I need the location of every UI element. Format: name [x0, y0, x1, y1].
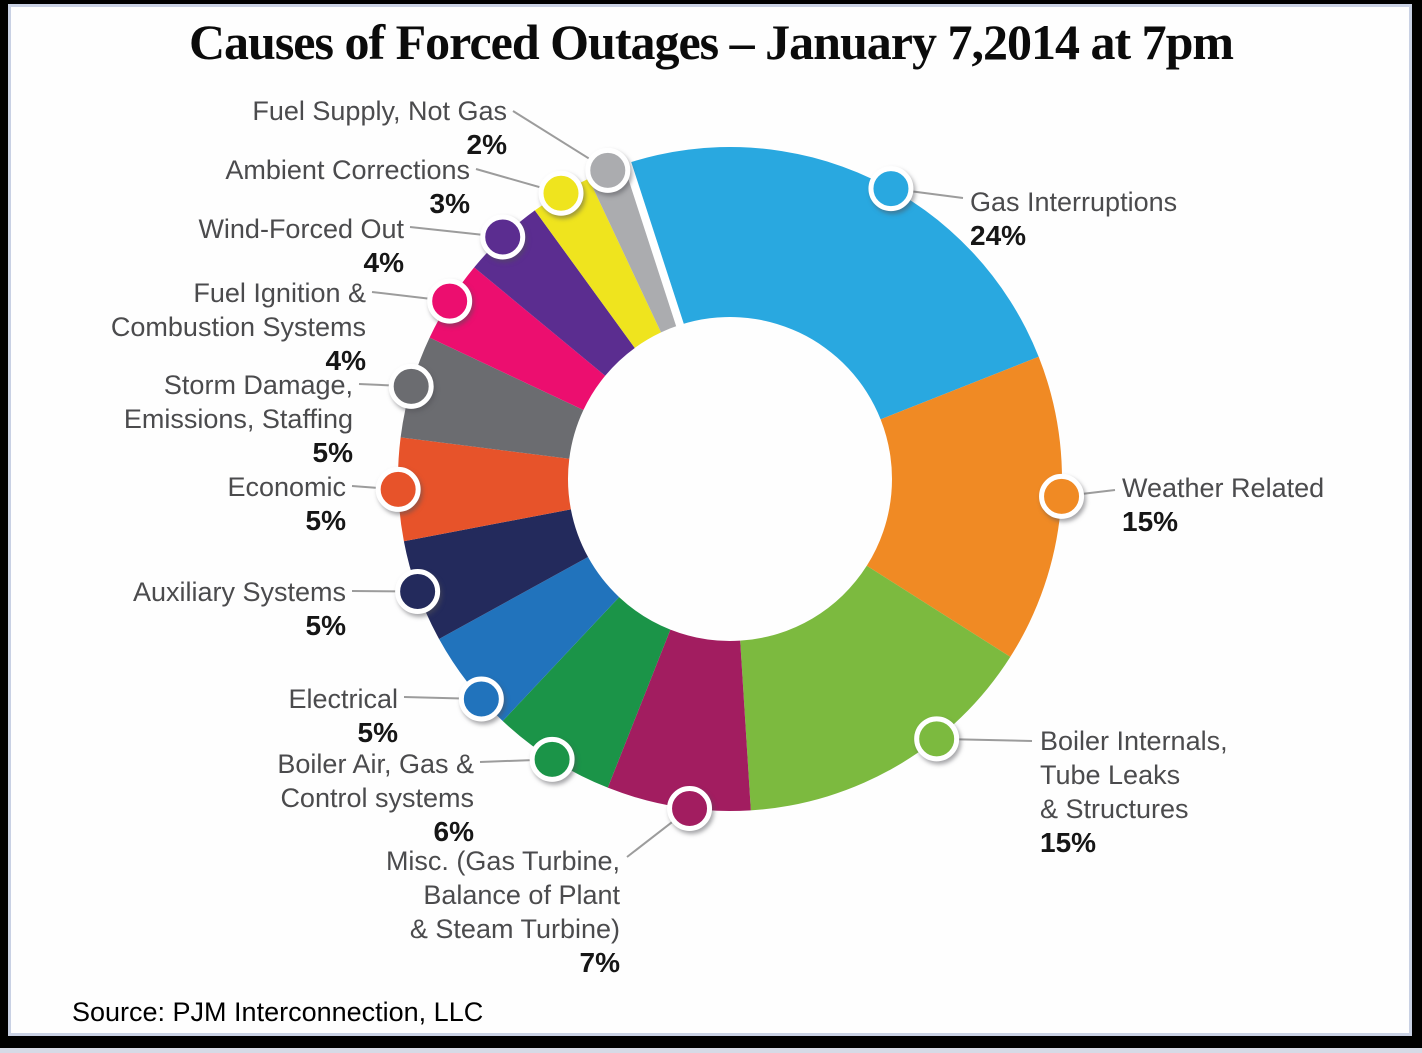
segment-marker-auxiliary-systems: [395, 568, 441, 614]
pie-slice-ambient-corrections: [534, 178, 662, 348]
segment-label-line: Fuel Ignition &: [193, 278, 366, 308]
segment-pct: 5%: [312, 437, 353, 468]
segment-label-line: Economic: [227, 472, 346, 502]
pie-slice-economic: [397, 437, 571, 542]
segment-pct: 6%: [433, 816, 474, 847]
pie-slice-fuel-ignition: [429, 267, 606, 411]
pie-slice-weather-related: [866, 356, 1063, 657]
segment-label-line: Control systems: [280, 783, 474, 813]
segment-pct: 4%: [325, 345, 366, 376]
segment-label-fuel-ignition: Fuel Ignition & Combustion Systems 4%: [111, 276, 366, 378]
segment-pct: 2%: [466, 129, 507, 160]
segment-marker-weather-related: [1039, 473, 1085, 519]
chart-title: Causes of Forced Outages – January 7,201…: [188, 14, 1234, 70]
segment-label-line: Ambient Corrections: [225, 155, 470, 185]
segment-label-line: Fuel Supply, Not Gas: [252, 96, 507, 126]
segment-label-fuel-supply-not-gas: Fuel Supply, Not Gas 2%: [252, 94, 507, 162]
segment-label-line: Combustion Systems: [110, 312, 366, 342]
segment-pct: 5%: [305, 505, 346, 536]
segment-marker-gas-interruptions: [868, 166, 914, 212]
segment-label-storm-damage: Storm Damage, Emissions, Staffing 5%: [124, 368, 353, 470]
segment-label-line: Weather Related: [1122, 473, 1325, 503]
segment-pct: 24%: [970, 220, 1027, 251]
segment-marker-storm-damage: [388, 363, 434, 409]
segment-pct: 5%: [357, 717, 398, 748]
segment-label-line: Boiler Air, Gas &: [277, 749, 474, 779]
pie-slice-gas-interruptions: [627, 146, 1039, 420]
segment-marker-misc-gas-turbine: [667, 786, 713, 832]
segment-label-line: Electrical: [288, 684, 398, 714]
segment-pct: 7%: [579, 947, 620, 978]
segment-marker-ambient-corrections: [538, 170, 584, 216]
segment-marker-wind-forced-out: [480, 214, 526, 260]
pie-slice-misc-gas-turbine: [607, 629, 751, 811]
segment-label-auxiliary-systems: Auxiliary Systems 5%: [133, 575, 346, 643]
segment-pct: 15%: [1040, 827, 1097, 858]
segment-label-line: Auxiliary Systems: [132, 577, 346, 607]
segment-label-line: Tube Leaks: [1040, 760, 1181, 790]
segment-label-weather-related: Weather Related 15%: [1122, 471, 1324, 539]
segment-label-economic: Economic 5%: [227, 470, 346, 538]
segment-label-ambient-corrections: Ambient Corrections 3%: [225, 153, 470, 221]
pie-slice-storm-damage: [400, 337, 584, 459]
segment-marker-fuel-ignition: [427, 278, 473, 324]
segment-label-line: Emissions, Staffing: [123, 404, 353, 434]
pie-slice-boiler-internals: [740, 565, 1011, 811]
segment-label-misc-gas-turbine: Misc. (Gas Turbine, Balance of Plant & Ste…: [386, 844, 620, 980]
segment-pct: 15%: [1122, 506, 1179, 537]
segment-label-wind-forced-out: Wind-Forced Out 4%: [198, 212, 404, 280]
segment-label-line: Wind-Forced Out: [198, 214, 404, 244]
segment-label-line: Balance of Plant: [423, 880, 620, 910]
segment-label-boiler-internals: Boiler Internals, Tube Leaks & Structures 1…: [1040, 724, 1228, 860]
segment-label-line: & Steam Turbine): [409, 914, 620, 944]
segment-label-line: & Structures: [1040, 794, 1189, 824]
segment-pct: 4%: [363, 247, 404, 278]
segment-markers: [375, 147, 1085, 832]
segment-label-line: Gas Interruptions: [970, 187, 1178, 217]
pie-slice-fuel-supply-not-gas: [588, 163, 680, 333]
segment-marker-boiler-internals: [914, 716, 960, 762]
segment-label-boiler-air: Boiler Air, Gas & Control systems 6%: [277, 747, 474, 849]
segment-pct: 3%: [429, 188, 470, 219]
segment-marker-fuel-supply-not-gas: [585, 147, 631, 193]
segment-label-line: Storm Damage,: [163, 370, 353, 400]
segment-marker-electrical: [458, 676, 504, 722]
segment-label-line: Misc. (Gas Turbine,: [385, 846, 620, 876]
source-note: Source: PJM Interconnection, LLC: [72, 997, 484, 1027]
segment-label-line: Boiler Internals,: [1040, 726, 1228, 756]
segment-marker-boiler-air: [529, 736, 575, 782]
segment-label-gas-interruptions: Gas Interruptions 24%: [970, 185, 1177, 253]
segment-pct: 5%: [305, 610, 346, 641]
slice-separator: [622, 159, 685, 330]
segment-marker-economic: [375, 466, 421, 512]
segment-label-electrical: Electrical 5%: [288, 682, 398, 750]
bottom-strip: [0, 1048, 1422, 1053]
pie-slice-auxiliary-systems: [403, 509, 589, 639]
